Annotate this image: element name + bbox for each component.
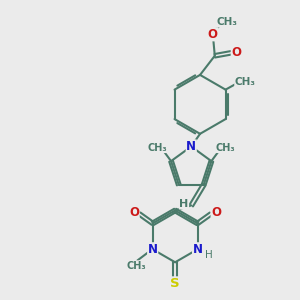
Text: N: N <box>186 140 196 153</box>
Text: O: O <box>211 206 221 219</box>
Text: S: S <box>170 277 180 290</box>
Text: CH₃: CH₃ <box>215 142 235 153</box>
Text: H: H <box>179 199 189 209</box>
Text: O: O <box>208 28 218 41</box>
Text: N: N <box>193 243 202 256</box>
Text: CH₃: CH₃ <box>127 261 147 271</box>
Text: O: O <box>231 46 241 59</box>
Text: CH₃: CH₃ <box>148 142 167 153</box>
Text: N: N <box>148 243 158 256</box>
Text: O: O <box>129 206 139 219</box>
Text: H: H <box>205 250 213 260</box>
Text: CH₃: CH₃ <box>235 77 256 87</box>
Text: CH₃: CH₃ <box>216 17 237 27</box>
